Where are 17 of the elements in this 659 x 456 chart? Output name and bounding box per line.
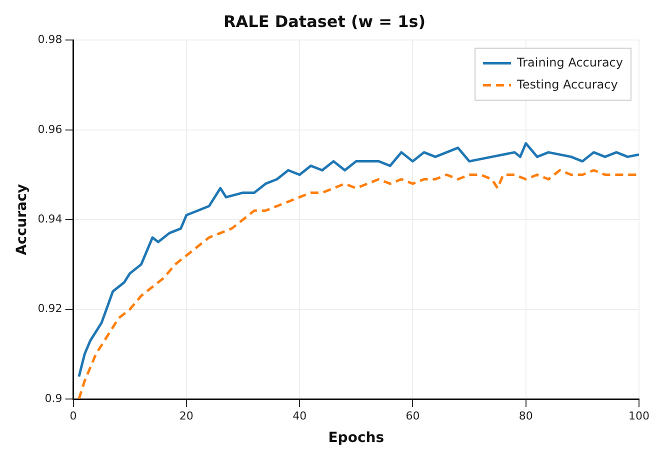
x-tick-label: 0 [70,409,77,422]
chart-title: RALE Dataset (w = 1s) [223,12,426,31]
y-tick-label: 0.9 [44,392,62,405]
legend-label: Testing Accuracy [516,77,618,92]
x-tick-label: 20 [179,409,194,422]
x-tick-label: 60 [406,409,420,422]
x-tick-label: 100 [628,409,650,422]
y-tick-label: 0.96 [38,122,62,136]
x-tick-label: 40 [292,409,307,422]
legend-label: Training Accuracy [516,55,624,70]
line-series [78,169,639,399]
x-axis-title: Epochs [328,430,384,446]
y-tick-label: 0.94 [38,212,62,226]
y-axis-title: Accuracy [14,184,30,256]
x-tick-label: 80 [518,409,533,422]
y-tick-label: 0.98 [38,33,62,46]
y-tick-label: 0.92 [38,302,62,316]
